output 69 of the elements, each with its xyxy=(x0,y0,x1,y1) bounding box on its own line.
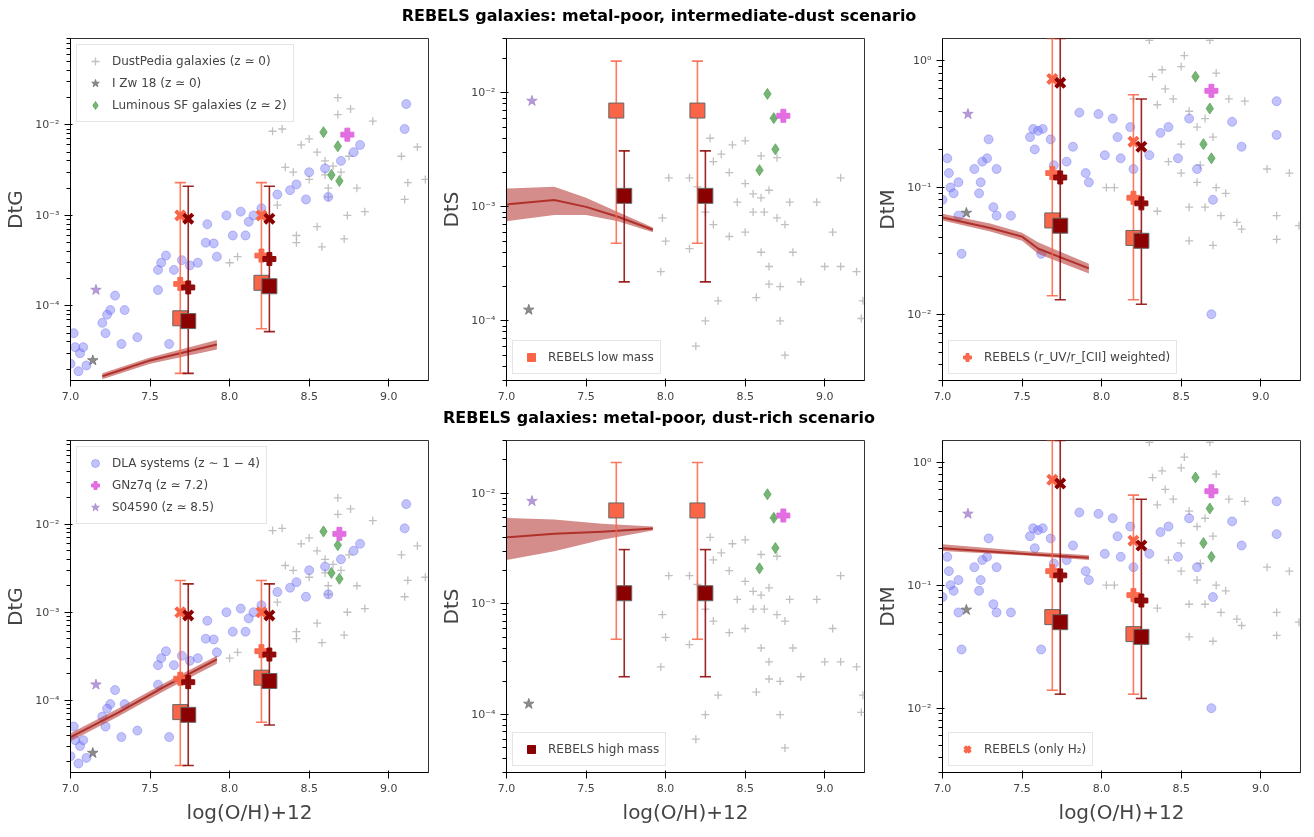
x-tick-label: 7.0 xyxy=(497,781,516,795)
x-axis-title: log(O/H)+12 xyxy=(622,799,749,824)
legend-label: Luminous SF galaxies (z ≃ 2) xyxy=(112,98,287,112)
y-axis-title: DtG xyxy=(3,190,28,229)
x-tick-label: 8.5 xyxy=(300,781,318,795)
x-tick-label: 7.5 xyxy=(141,781,159,795)
y-tick-label: 10⁻³ xyxy=(35,605,60,619)
x-tick-label: 9.0 xyxy=(1251,389,1270,403)
y-tick-label: 10⁻² xyxy=(35,517,60,531)
x-tick-label: 7.5 xyxy=(141,389,159,403)
x-tick-label: 9.0 xyxy=(815,781,834,795)
y-tick-label: 10⁻¹ xyxy=(907,578,932,592)
legend-label: REBELS (r_UV/r_[CII] weighted) xyxy=(984,350,1171,364)
x-axis-title: log(O/H)+12 xyxy=(186,799,313,824)
x-tick-label: 7.5 xyxy=(577,389,595,403)
chart-title: REBELS galaxies: metal-poor, intermediate-dust scenario xyxy=(401,5,917,27)
legend-label: REBELS (only H₂) xyxy=(984,742,1087,756)
x-tick-label: 9.0 xyxy=(379,389,398,403)
legend-label: I Zw 18 (z ≃ 0) xyxy=(112,76,202,90)
x-tick-label: 8.5 xyxy=(1172,389,1190,403)
y-tick-label: 10⁻² xyxy=(907,307,932,321)
x-tick-label: 9.0 xyxy=(815,389,834,403)
chart-title: REBELS galaxies: metal-poor, dust-rich scenario xyxy=(443,407,875,429)
x-tick-label: 8.0 xyxy=(220,389,239,403)
legend-label: REBELS low mass xyxy=(548,350,654,364)
x-tick-label: 7.5 xyxy=(577,781,595,795)
y-axis-title: DtG xyxy=(3,587,28,626)
y-tick-label: 10⁰ xyxy=(913,54,933,68)
y-axis-title: DtM xyxy=(875,586,900,627)
legend-label: S04590 (z ≃ 8.5) xyxy=(112,500,215,514)
y-tick-label: 10⁻² xyxy=(471,86,496,100)
x-tick-label: 8.0 xyxy=(656,389,675,403)
y-tick-label: 10⁻³ xyxy=(35,208,60,222)
x-tick-label: 7.0 xyxy=(61,389,80,403)
x-tick-label: 7.0 xyxy=(61,781,80,795)
x-tick-label: 7.0 xyxy=(933,389,952,403)
x-tick-label: 9.0 xyxy=(1251,781,1270,795)
y-tick-label: 10⁻⁴ xyxy=(471,708,497,722)
x-tick-label: 8.5 xyxy=(736,781,754,795)
x-tick-label: 7.5 xyxy=(1013,781,1031,795)
y-tick-label: 10⁻² xyxy=(907,701,932,715)
x-tick-label: 8.5 xyxy=(1172,781,1190,795)
legend-label: REBELS high mass xyxy=(548,742,660,756)
x-tick-label: 9.0 xyxy=(379,781,398,795)
y-tick-label: 10⁻² xyxy=(471,486,496,500)
legend-label: DLA systems (z ∼ 1 − 4) xyxy=(112,456,260,470)
x-tick-label: 8.0 xyxy=(220,781,239,795)
x-tick-label: 7.5 xyxy=(1013,389,1031,403)
legend-label: GNz7q (z ≃ 7.2) xyxy=(112,478,209,492)
y-tick-label: 10⁻⁴ xyxy=(35,693,61,707)
x-tick-label: 7.0 xyxy=(933,781,952,795)
x-tick-label: 8.0 xyxy=(1092,781,1111,795)
y-tick-label: 10⁻³ xyxy=(471,597,496,611)
y-axis-title: DtM xyxy=(875,189,900,230)
x-axis-title: log(O/H)+12 xyxy=(1058,799,1185,824)
y-tick-label: 10⁻³ xyxy=(471,200,496,214)
x-tick-label: 8.0 xyxy=(656,781,675,795)
x-tick-label: 8.5 xyxy=(300,389,318,403)
x-tick-label: 8.5 xyxy=(736,389,754,403)
y-axis-title: DtS xyxy=(439,588,464,625)
y-tick-label: 10⁻¹ xyxy=(907,181,932,195)
y-axis-title: DtS xyxy=(439,191,464,228)
y-tick-label: 10⁻⁴ xyxy=(35,299,61,313)
x-tick-label: 7.0 xyxy=(497,389,516,403)
y-tick-label: 10⁻² xyxy=(35,118,60,132)
x-tick-label: 8.0 xyxy=(1092,389,1111,403)
y-tick-label: 10⁰ xyxy=(913,455,933,469)
legend-label: DustPedia galaxies (z ≃ 0) xyxy=(112,54,271,68)
y-tick-label: 10⁻⁴ xyxy=(471,314,497,328)
